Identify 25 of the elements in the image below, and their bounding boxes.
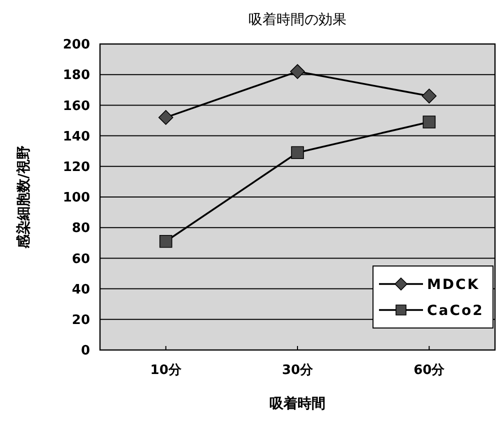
legend-label: MDCK [427,276,480,293]
y-tick-label: 140 [62,129,90,144]
x-tick-label: 60分 [414,363,446,378]
point [422,88,437,104]
y-tick-label: 0 [80,344,90,359]
x-tick-label: 10分 [150,363,182,378]
point [291,146,304,160]
x-axis-title: 吸着時間 [270,395,326,412]
y-tick-label: 60 [72,252,90,267]
point [159,234,172,248]
y-tick-label: 100 [62,190,90,206]
y-tick-label: 120 [62,160,90,175]
y-tick-label: 180 [62,68,90,84]
y-axis-title: 感染細胞数/視野 [15,145,32,250]
chart-title: 吸着時間の効果 [248,12,346,28]
legend-label: CaCo2 [427,302,484,319]
y-tick-label: 20 [72,312,90,328]
y-tick-label: 40 [72,282,90,298]
y-tick-label: 80 [72,221,90,236]
point [422,116,436,128]
y-tick-label: 200 [62,38,90,53]
point [290,64,305,79]
x-tick-label: 30分 [282,363,314,378]
point [158,110,174,125]
y-tick-label: 160 [62,98,90,114]
